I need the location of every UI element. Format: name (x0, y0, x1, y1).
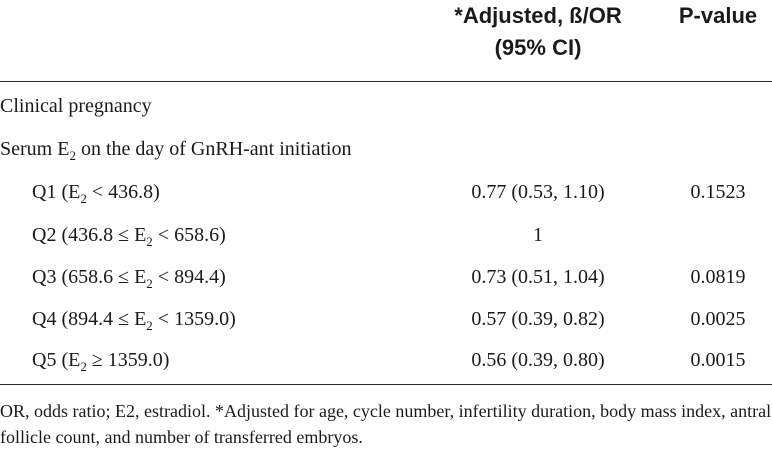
row-p-value: 0.0015 (690, 349, 746, 371)
header-divider (0, 81, 772, 82)
header-adjusted-or: *Adjusted, ß/OR (95% CI) (420, 0, 656, 64)
header-adjusted-line2: (95% CI) (494, 35, 582, 60)
row-p-value: 0.0025 (690, 308, 746, 330)
row-p-value: 0.0819 (690, 266, 746, 288)
header-pvalue: P-value (678, 3, 758, 28)
variable-label-prefix: Serum E (0, 138, 70, 160)
row-or-value: 0.77 (0.53, 1.10) (471, 181, 605, 203)
variable-label: Serum E2 on the day of GnRH-ant initiati… (0, 136, 351, 164)
row-label-pre: Q5 (E (32, 349, 81, 371)
row-label-pre: Q4 (894.4 ≤ E (32, 308, 147, 330)
row-label: Q2 (436.8 ≤ E2 < 658.6) (32, 222, 226, 250)
row-label-pre: Q3 (658.6 ≤ E (32, 266, 147, 288)
row-label: Q1 (E2 < 436.8) (32, 179, 160, 207)
row-label-pre: Q1 (E (32, 181, 81, 203)
header-adjusted-line1: *Adjusted, ß/OR (454, 3, 622, 28)
row-label: Q5 (E2 ≥ 1359.0) (32, 347, 169, 375)
table-bottom-divider (0, 384, 772, 385)
row-label-post: < 1359.0) (152, 308, 236, 330)
row-or-value: 1 (533, 224, 543, 246)
row-label-post: < 658.6) (152, 224, 226, 246)
row-label: Q3 (658.6 ≤ E2 < 894.4) (32, 264, 226, 292)
row-label-pre: Q2 (436.8 ≤ E (32, 224, 147, 246)
row-label-sub: 2 (80, 191, 87, 206)
row-label-sub: 2 (146, 234, 153, 249)
variable-label-subscript: 2 (69, 148, 76, 163)
row-label-sub: 2 (146, 276, 153, 291)
row-label-post: ≥ 1359.0) (86, 349, 170, 371)
row-label: Q4 (894.4 ≤ E2 < 1359.0) (32, 306, 236, 334)
row-label-sub: 2 (80, 359, 87, 374)
variable-label-suffix: on the day of GnRH-ant initiation (75, 138, 352, 160)
table-footnote: OR, odds ratio; E2, estradiol. *Adjusted… (0, 401, 772, 447)
row-p-value: 0.1523 (690, 181, 746, 203)
row-or-value: 0.57 (0.39, 0.82) (471, 308, 605, 330)
row-label-sub: 2 (146, 318, 153, 333)
row-label-post: < 436.8) (86, 181, 160, 203)
row-or-value: 0.73 (0.51, 1.04) (471, 266, 605, 288)
outcome-label: Clinical pregnancy (0, 95, 152, 117)
row-or-value: 0.56 (0.39, 0.80) (471, 349, 605, 371)
row-label-post: < 894.4) (152, 266, 226, 288)
